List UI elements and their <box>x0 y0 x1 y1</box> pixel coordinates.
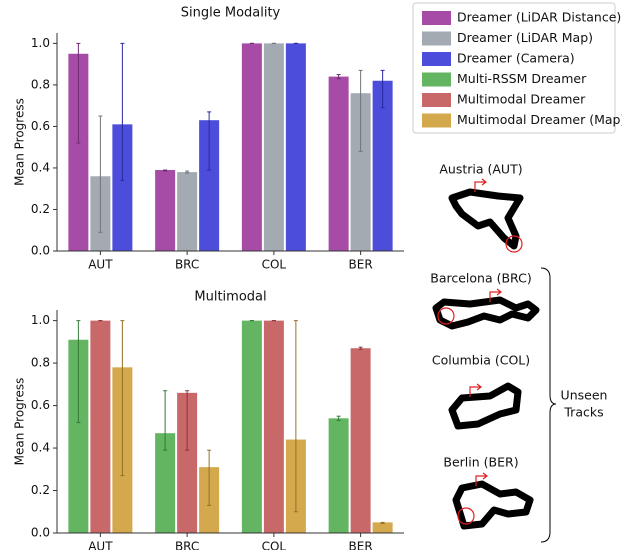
y-tick-label: 0.0 <box>31 526 50 540</box>
bar <box>351 348 371 533</box>
bracket <box>541 268 556 542</box>
bar <box>242 43 262 251</box>
track-label: Columbia (COL) <box>432 353 530 368</box>
bracket-label: Unseen <box>561 388 608 403</box>
y-tick-label: 0.6 <box>31 398 50 412</box>
y-tick-label: 0.0 <box>31 244 50 258</box>
legend-label: Multi-RSSM Dreamer <box>457 71 587 86</box>
x-tick-label: AUT <box>88 258 113 272</box>
x-tick-label: BER <box>349 540 373 550</box>
y-tick-label: 0.8 <box>31 77 50 91</box>
bar <box>242 321 262 533</box>
x-tick-label: AUT <box>88 540 113 550</box>
track-label: Barcelona (BRC) <box>430 271 531 286</box>
legend-swatch <box>422 52 451 66</box>
legend-swatch <box>422 73 451 87</box>
chart-title: Single Modality <box>181 6 281 21</box>
legend-label: Dreamer (Camera) <box>457 51 575 66</box>
y-tick-label: 1.0 <box>31 36 50 50</box>
y-tick-label: 0.2 <box>31 483 50 497</box>
legend-swatch <box>422 93 451 107</box>
track-markers <box>438 179 522 524</box>
x-tick-label: BER <box>349 258 373 272</box>
bracket-label: Tracks <box>563 405 603 420</box>
track-ber <box>456 484 530 526</box>
bar <box>329 77 349 251</box>
chart-title: Multimodal <box>194 290 266 305</box>
bar <box>155 170 175 251</box>
y-tick-label: 0.4 <box>31 441 50 455</box>
bar <box>264 43 284 251</box>
y-tick-label: 0.2 <box>31 202 50 216</box>
bar <box>286 43 306 251</box>
bar <box>329 418 349 533</box>
x-tick-label: BRC <box>175 258 199 272</box>
track-col <box>452 386 518 426</box>
legend-label: Multimodal Dreamer (Map) <box>457 112 622 127</box>
track-label: Berlin (BER) <box>443 455 518 470</box>
y-axis-label: Mean Progress <box>13 378 27 466</box>
x-tick-label: BRC <box>175 540 199 550</box>
legend-swatch <box>422 114 451 128</box>
x-tick-label: COL <box>262 540 287 550</box>
page: Unseen Tracks Single Modality Mean Progre… <box>0 0 622 550</box>
y-axis-label: Mean Progress <box>13 98 27 186</box>
figure: Unseen Tracks Single Modality Mean Progre… <box>0 0 622 550</box>
legend-swatch <box>422 11 451 25</box>
legend-label: Dreamer (LiDAR Distance) <box>457 10 621 25</box>
bar <box>90 321 110 533</box>
bar <box>373 522 393 533</box>
y-tick-label: 0.6 <box>31 119 50 133</box>
legend-swatch <box>422 32 451 46</box>
legend-label: Multimodal Dreamer <box>457 92 586 107</box>
bar <box>264 321 284 533</box>
y-tick-label: 0.8 <box>31 356 50 370</box>
y-tick-label: 0.4 <box>31 160 50 174</box>
bar <box>177 172 197 251</box>
x-tick-label: COL <box>262 258 287 272</box>
y-tick-label: 1.0 <box>31 313 50 327</box>
track-label: Austria (AUT) <box>439 162 522 177</box>
legend-label: Dreamer (LiDAR Map) <box>457 30 593 45</box>
